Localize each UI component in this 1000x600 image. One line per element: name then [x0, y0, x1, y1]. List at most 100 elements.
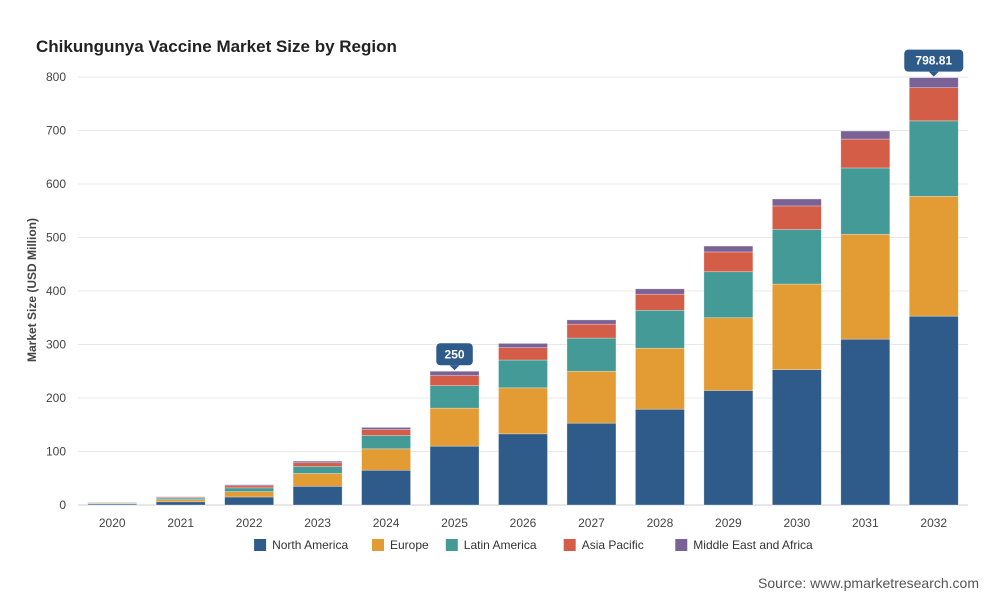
- bar-stack-2022: [224, 484, 274, 506]
- callout-box: [436, 343, 473, 366]
- bar-segment: [566, 422, 617, 506]
- bars: [87, 77, 959, 506]
- bar-segment: [498, 343, 548, 349]
- x-tick-label: 2032: [920, 516, 947, 530]
- bar-stack-2026: [498, 343, 548, 506]
- callout-pointer: [928, 71, 939, 77]
- legend-swatch: [372, 539, 384, 551]
- bar-segment: [224, 491, 274, 498]
- x-tick-label: 2025: [441, 516, 468, 530]
- bar-segment: [361, 429, 411, 436]
- bar-segment: [292, 473, 343, 487]
- callouts: 250 798.81: [436, 49, 964, 371]
- bar-stack-2032: [908, 77, 959, 506]
- bar-segment: [908, 315, 959, 506]
- bar-segment: [840, 138, 891, 169]
- bar-segment: [635, 408, 685, 506]
- x-tick-label: 2027: [578, 516, 605, 530]
- legend-label: Asia Pacific: [582, 538, 644, 552]
- bar-stack-2029: [703, 245, 754, 506]
- bar-segment: [429, 407, 480, 447]
- x-tick-label: 2031: [852, 516, 879, 530]
- bar-segment: [498, 359, 548, 389]
- y-axis-label: Market Size (USD Million): [25, 218, 39, 362]
- bar-segment: [772, 198, 822, 207]
- bar-segment: [224, 487, 274, 492]
- bar-segment: [703, 390, 754, 506]
- bar-segment: [224, 485, 274, 489]
- x-tick-label: 2023: [304, 516, 331, 530]
- bar-segment: [566, 319, 617, 325]
- bar-segment: [566, 337, 617, 372]
- chart-title: Chikungunya Vaccine Market Size by Regio…: [36, 37, 397, 56]
- legend: North America Europe Latin America Asia Pac…: [254, 538, 813, 552]
- legend-swatch: [445, 539, 458, 551]
- y-axis-ticks: 0 100 200 300 400 500 600 700 800: [46, 70, 66, 512]
- bar-segment: [361, 427, 411, 430]
- legend-swatch: [563, 539, 576, 551]
- legend-swatch: [675, 539, 688, 551]
- bar-segment: [772, 229, 822, 285]
- bar-segment: [703, 271, 754, 319]
- x-tick-label: 2021: [167, 516, 194, 530]
- y-tick-label: 100: [46, 445, 66, 459]
- bar-segment: [224, 484, 274, 487]
- x-tick-label: 2026: [510, 516, 537, 530]
- bar-segment: [908, 196, 959, 317]
- bar-stack-2030: [772, 198, 822, 506]
- bar-segment: [635, 309, 685, 349]
- bar-segment: [224, 496, 274, 506]
- bar-segment: [498, 433, 548, 506]
- bar-segment: [361, 469, 411, 506]
- x-tick-label: 2020: [99, 516, 126, 530]
- bar-segment: [155, 496, 206, 498]
- bar-segment: [292, 462, 343, 467]
- bar-segment: [772, 283, 822, 370]
- bar-segment: [908, 87, 959, 122]
- bar-segment: [429, 370, 480, 376]
- y-tick-label: 600: [46, 177, 66, 191]
- bar-segment: [292, 485, 343, 506]
- bar-segment: [635, 347, 685, 410]
- x-tick-label: 2022: [236, 516, 263, 530]
- y-tick-label: 300: [46, 338, 66, 352]
- x-axis-ticks: 2020 2021 2022 2023 2024 2025 2026 2027 2028 2029…: [99, 516, 948, 530]
- bar-segment: [498, 387, 548, 435]
- y-tick-label: 400: [46, 284, 66, 298]
- bar-segment: [908, 120, 959, 197]
- bar-stack-2027: [566, 319, 617, 506]
- bar-segment: [635, 288, 685, 295]
- bar-segment: [155, 501, 206, 506]
- bar-stack-2023: [292, 460, 343, 506]
- bar-segment: [566, 323, 617, 339]
- y-tick-label: 800: [46, 70, 66, 84]
- bar-stack-2024: [361, 427, 411, 506]
- bar-segment: [429, 375, 480, 386]
- callout-2032: 798.81: [904, 49, 964, 77]
- legend-swatch: [254, 539, 267, 551]
- bar-stack-2025: [429, 370, 480, 506]
- callout-label: 250: [445, 347, 465, 361]
- bar-segment: [703, 245, 754, 253]
- bar-segment: [361, 435, 411, 450]
- bar-segment: [703, 251, 754, 273]
- x-tick-label: 2024: [373, 516, 400, 530]
- bar-segment: [840, 338, 891, 506]
- bar-stack-2031: [840, 130, 891, 506]
- callout-pointer: [449, 365, 460, 371]
- y-tick-label: 200: [46, 391, 66, 405]
- x-tick-label: 2029: [715, 516, 742, 530]
- bar-segment: [498, 347, 548, 361]
- x-tick-label: 2028: [647, 516, 674, 530]
- callout-2025: 250: [436, 343, 473, 371]
- y-tick-label: 700: [46, 124, 66, 138]
- callout-label: 798.81: [915, 54, 952, 68]
- y-tick-label: 0: [59, 498, 66, 512]
- legend-item: Asia Pacific: [563, 538, 644, 552]
- bar-segment: [429, 445, 480, 506]
- legend-label: Europe: [390, 538, 429, 552]
- legend-item: Latin America: [445, 538, 537, 552]
- bar-segment: [840, 130, 891, 140]
- bar-segment: [840, 167, 891, 235]
